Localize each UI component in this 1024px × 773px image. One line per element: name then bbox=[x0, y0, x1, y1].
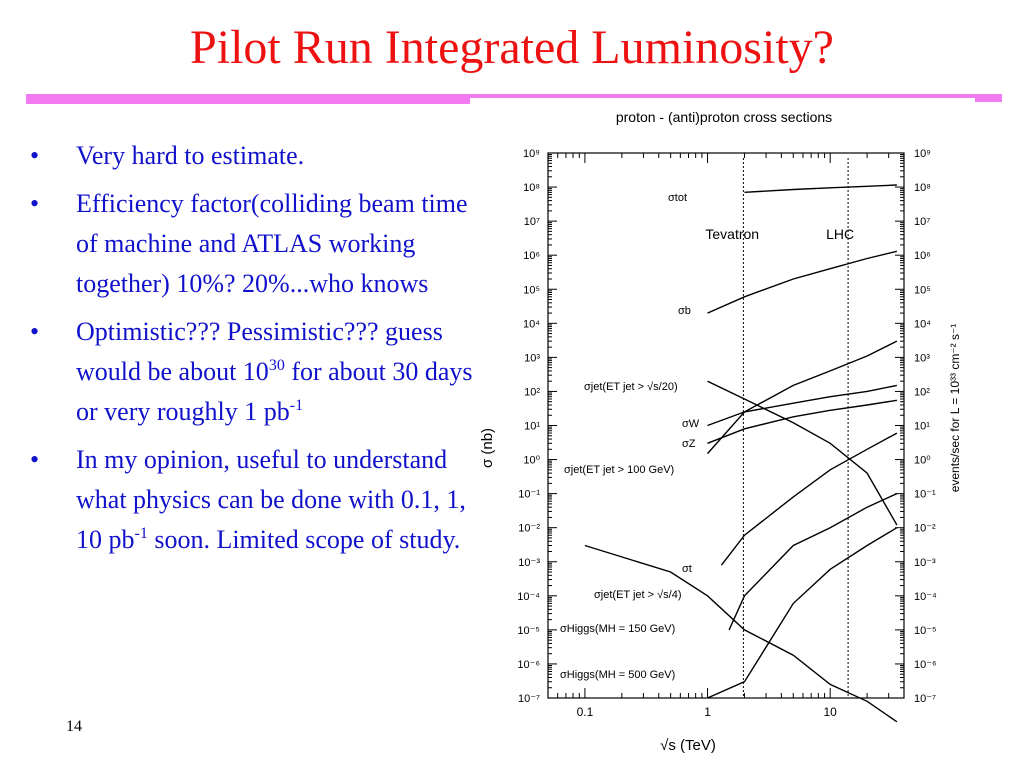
y2-tick-label: 10⁹ bbox=[914, 148, 931, 160]
bullet-dot: • bbox=[30, 141, 40, 170]
y2-tick-label: 10⁻¹ bbox=[914, 489, 936, 501]
chart-y2label: events/sec for L = 10³³ cm⁻² s⁻¹ bbox=[948, 324, 962, 493]
bullet-superscript: 30 bbox=[268, 357, 285, 374]
series-curve bbox=[707, 250, 898, 314]
series-label: σHiggs(MH = 150 GeV) bbox=[560, 623, 675, 635]
bullet-text: soon. Limited scope of study. bbox=[147, 525, 461, 554]
chart-ylabel: σ (nb) bbox=[479, 428, 496, 468]
bullet-list: • Very hard to estimate. • Efficiency fa… bbox=[30, 136, 480, 568]
y2-tick-label: 10⁻⁴ bbox=[914, 591, 937, 603]
bullet-text: Optimistic??? Pessimistic??? guess would… bbox=[76, 317, 443, 386]
y2-tick-label: 10¹ bbox=[914, 421, 930, 433]
y2-tick-label: 10⁻³ bbox=[914, 557, 936, 569]
series-label: σt bbox=[682, 563, 692, 575]
y-tick-label: 10⁻² bbox=[518, 523, 540, 535]
series-label: σHiggs(MH = 500 GeV) bbox=[560, 669, 675, 681]
y-tick-label: 10⁻⁷ bbox=[518, 693, 540, 705]
series-label: σZ bbox=[682, 438, 696, 450]
series-label: σW bbox=[682, 418, 700, 430]
y2-tick-label: 10⁷ bbox=[914, 216, 930, 228]
series-curve bbox=[744, 184, 897, 193]
x-tick-label: 10 bbox=[823, 705, 837, 719]
y2-tick-label: 10⁸ bbox=[914, 182, 931, 194]
y-tick-label: 10⁻⁶ bbox=[517, 659, 540, 671]
series-curve bbox=[707, 527, 898, 699]
y2-tick-label: 10⁻² bbox=[914, 523, 936, 535]
y-tick-label: 10⁶ bbox=[523, 250, 540, 262]
y-tick-label: 10¹ bbox=[524, 421, 540, 433]
y-tick-label: 10⁸ bbox=[523, 182, 540, 194]
bullet-dot: • bbox=[30, 317, 40, 346]
y-tick-label: 10⁻³ bbox=[518, 557, 540, 569]
series-curve bbox=[707, 384, 898, 427]
x-tick-label: 1 bbox=[704, 705, 711, 719]
slide-title: Pilot Run Integrated Luminosity? bbox=[190, 21, 834, 74]
y2-tick-label: 10⁻⁷ bbox=[914, 693, 936, 705]
bullet-text: for about 30 days or very roughly 1 pb bbox=[76, 357, 473, 426]
bullet-item: • Very hard to estimate. bbox=[30, 136, 480, 176]
bullet-item: • In my opinion, useful to understand wh… bbox=[30, 440, 480, 560]
y-tick-label: 10⁻⁵ bbox=[517, 625, 540, 637]
series-label: σjet(ET jet > √s/20) bbox=[584, 381, 678, 393]
y-tick-label: 10⁰ bbox=[523, 455, 540, 467]
series-curve bbox=[707, 399, 898, 444]
bullet-dot: • bbox=[30, 189, 40, 218]
series-label: σb bbox=[678, 305, 691, 317]
chart-title: proton - (anti)proton cross sections bbox=[616, 109, 832, 125]
y2-tick-label: 10⁶ bbox=[914, 250, 931, 262]
chart-xlabel: √s (TeV) bbox=[660, 737, 716, 754]
y-tick-label: 10⁵ bbox=[523, 284, 540, 296]
y2-tick-label: 10⁻⁵ bbox=[914, 625, 937, 637]
page-number: 14 bbox=[66, 718, 82, 735]
y2-tick-label: 10² bbox=[914, 386, 930, 398]
bullet-item: • Optimistic??? Pessimistic??? guess wou… bbox=[30, 312, 480, 432]
x-tick-label: 0.1 bbox=[577, 705, 594, 719]
series-label: σjet(ET jet > 100 GeV) bbox=[564, 464, 674, 476]
bullet-dot: • bbox=[30, 445, 40, 474]
bullet-item: • Efficiency factor(colliding beam time … bbox=[30, 184, 480, 304]
cross-section-chart: proton - (anti)proton cross sections 10⁻… bbox=[479, 109, 962, 754]
reference-line-label: LHC bbox=[826, 226, 854, 242]
y-tick-label: 10⁻⁴ bbox=[517, 591, 540, 603]
chart-layer: 10⁻⁷ 10⁻⁷ 10⁻⁶ 10⁻⁶ 10⁻⁵ 10⁻⁵ 10⁻⁴ 10⁻⁴ 10⁻³ 10⁻³… bbox=[517, 148, 937, 723]
y-tick-label: 10⁹ bbox=[523, 148, 540, 160]
bullet-superscript: -1 bbox=[289, 397, 304, 414]
reference-line-label: Tevatron bbox=[705, 226, 759, 242]
series-curve bbox=[707, 380, 898, 526]
y-tick-label: 10³ bbox=[524, 352, 540, 364]
y2-tick-label: 10³ bbox=[914, 352, 930, 364]
y-tick-label: 10⁴ bbox=[523, 318, 540, 330]
y2-tick-label: 10⁵ bbox=[914, 284, 931, 296]
bullet-text: In my opinion, useful to understand what… bbox=[76, 445, 466, 554]
y2-tick-label: 10⁴ bbox=[914, 318, 931, 330]
bullet-text: Efficiency factor(colliding beam time of… bbox=[76, 189, 468, 298]
series-label: σjet(ET jet > √s/4) bbox=[594, 589, 682, 601]
series-curve bbox=[720, 432, 898, 566]
y2-tick-label: 10⁰ bbox=[914, 455, 931, 467]
series-curve bbox=[728, 492, 898, 631]
y2-tick-label: 10⁻⁶ bbox=[914, 659, 937, 671]
chart-container: proton - (anti)proton cross sections 10⁻… bbox=[472, 102, 1022, 768]
y-tick-label: 10² bbox=[524, 386, 540, 398]
series-label: σtot bbox=[668, 192, 687, 204]
bullet-superscript: -1 bbox=[134, 525, 148, 542]
series-curve bbox=[706, 340, 898, 455]
y-tick-label: 10⁻¹ bbox=[518, 489, 540, 501]
bullet-text: Very hard to estimate. bbox=[76, 141, 305, 170]
y-tick-label: 10⁷ bbox=[524, 216, 540, 228]
